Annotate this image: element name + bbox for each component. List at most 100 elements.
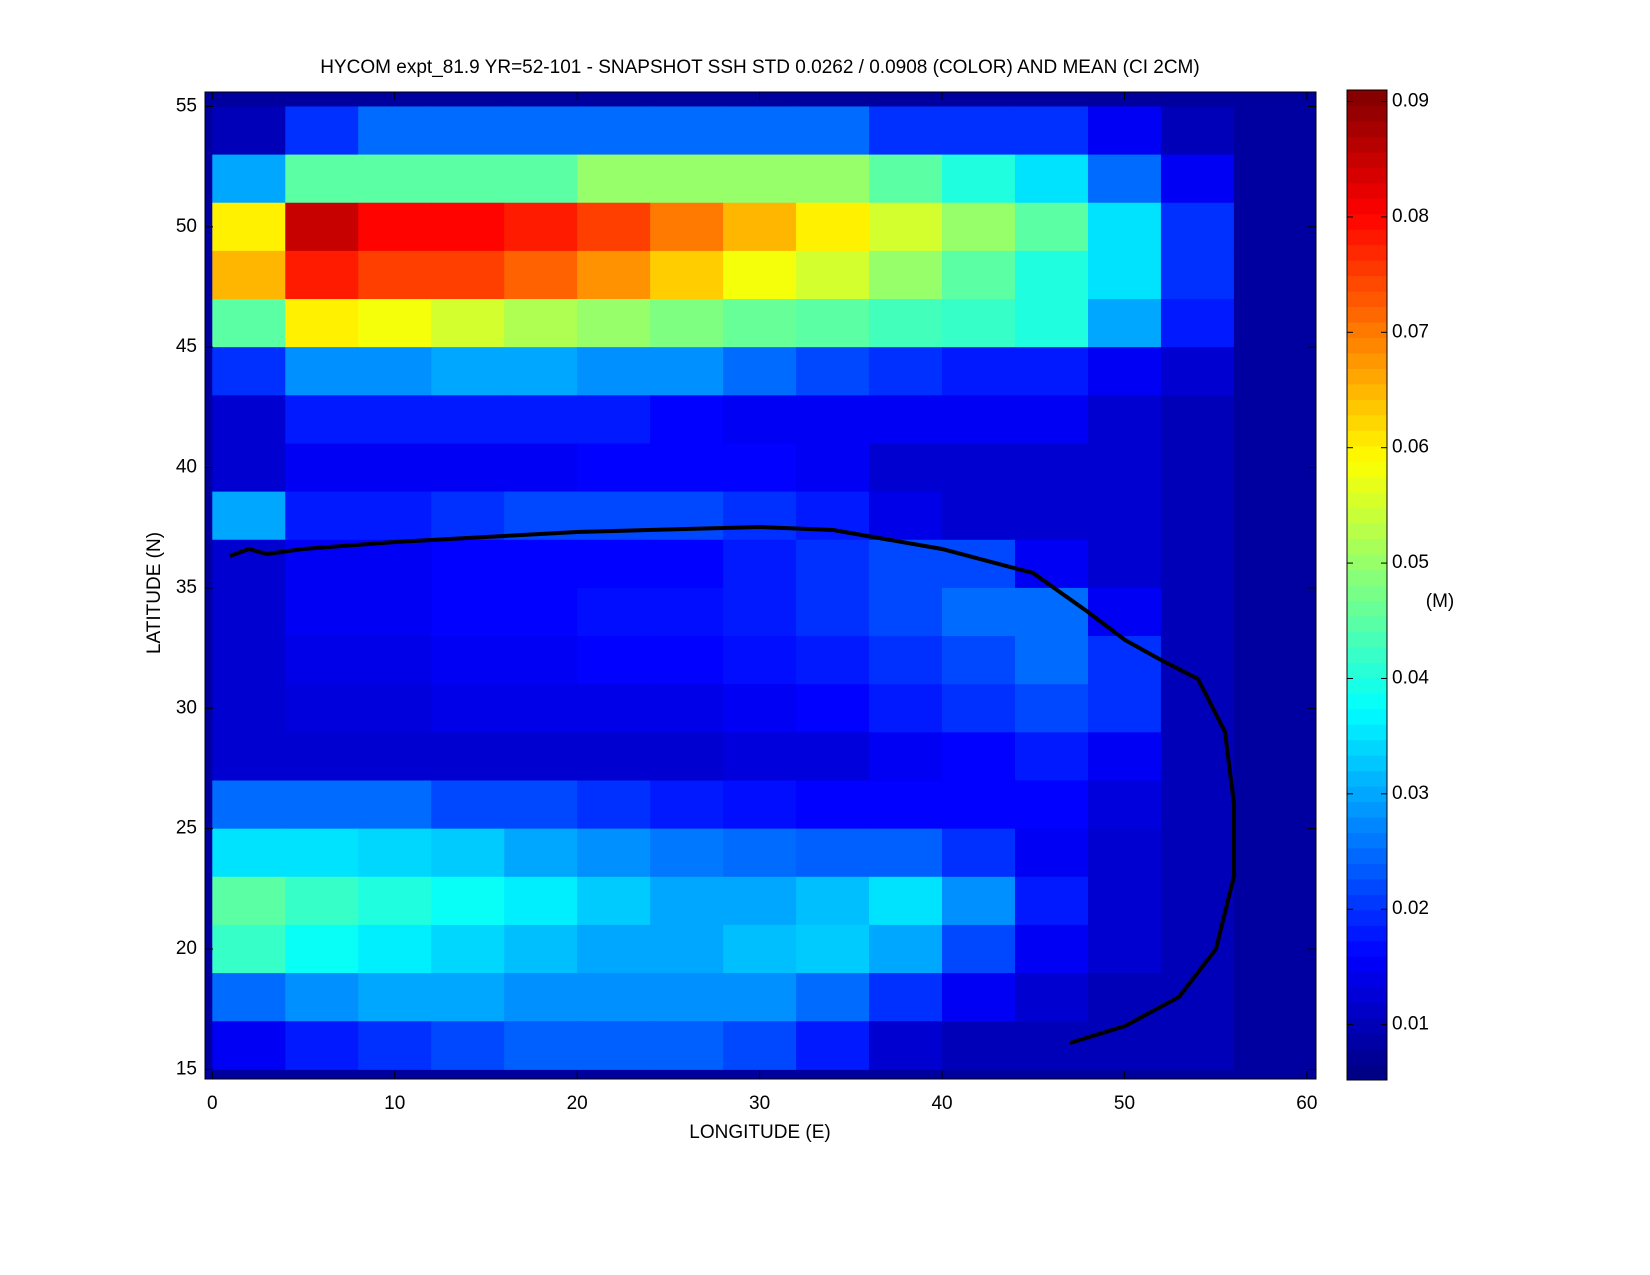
heatmap-cell xyxy=(504,1021,578,1070)
heatmap-cell xyxy=(358,202,432,252)
heatmap-cell xyxy=(285,250,359,300)
heatmap-cell xyxy=(1087,491,1162,541)
heatmap-cell xyxy=(869,106,943,156)
heatmap-cell xyxy=(358,443,432,493)
colorbar-swatch xyxy=(1347,770,1387,787)
chart-title: HYCOM expt_81.9 YR=52-101 - SNAPSHOT SSH… xyxy=(320,57,1199,78)
heatmap-cell xyxy=(1087,443,1162,493)
heatmap-cell xyxy=(504,202,578,252)
heatmap-cell xyxy=(942,443,1016,493)
heatmap-cell xyxy=(577,395,651,444)
heatmap-cell xyxy=(577,250,651,300)
heatmap-cell xyxy=(1087,732,1162,781)
colorbar-tick-label: 0.07 xyxy=(1392,321,1429,342)
heatmap-cell xyxy=(1014,924,1089,974)
heatmap-cell xyxy=(869,299,943,348)
heatmap-cell xyxy=(1014,828,1089,878)
heatmap-cell xyxy=(431,828,505,878)
heatmap-cell xyxy=(358,587,432,637)
colorbar-swatch xyxy=(1347,847,1387,864)
heatmap-cell xyxy=(212,202,286,252)
zero-contour xyxy=(229,524,1236,1045)
heatmap-cell xyxy=(869,491,943,541)
heatmap-cell xyxy=(1087,395,1162,444)
heatmap-cell xyxy=(212,106,286,156)
colorbar-swatch xyxy=(1347,677,1387,694)
heatmap-cell xyxy=(1014,299,1089,348)
heatmap-cell xyxy=(504,924,578,974)
heatmap-cell xyxy=(1160,539,1235,589)
heatmap-cell xyxy=(650,1021,724,1070)
heatmap-cell xyxy=(504,876,578,926)
heatmap-cell xyxy=(1233,587,1308,637)
colorbar-swatch xyxy=(1347,322,1387,338)
colorbar-swatch xyxy=(1347,801,1387,818)
heatmap-cell xyxy=(285,924,359,974)
heatmap-cell xyxy=(212,780,286,830)
colorbar-swatch xyxy=(1347,507,1387,524)
heatmap-cell xyxy=(285,395,359,444)
heatmap-cell xyxy=(942,684,1016,733)
heatmap-cell xyxy=(358,491,432,541)
colorbar-swatch xyxy=(1347,1064,1387,1081)
heatmap-cell xyxy=(1087,202,1162,252)
heatmap-cell xyxy=(650,106,724,156)
colorbar-swatch xyxy=(1347,414,1387,431)
colorbar-swatch xyxy=(1347,523,1387,540)
heatmap-cell xyxy=(1014,684,1089,733)
heatmap-cell xyxy=(577,106,651,156)
heatmap-cell xyxy=(431,154,505,204)
heatmap-cell xyxy=(285,636,359,685)
heatmap-cell xyxy=(1014,636,1089,685)
heatmap-cell xyxy=(212,491,286,541)
heatmap-cell xyxy=(358,395,432,444)
heatmap-cell xyxy=(577,780,651,830)
heatmap-cell xyxy=(504,154,578,204)
colorbar-swatch xyxy=(1347,213,1387,230)
heatmap-cell xyxy=(1233,395,1308,444)
heatmap-cell xyxy=(1233,299,1308,348)
heatmap-cell xyxy=(504,780,578,830)
heatmap-cell xyxy=(504,443,578,493)
heatmap-cell xyxy=(504,636,578,685)
heatmap-cell xyxy=(1233,250,1308,300)
colorbar-swatch xyxy=(1347,476,1387,493)
y-tick-label: 30 xyxy=(176,697,197,718)
heatmap-cell xyxy=(1233,924,1308,974)
heatmap-cell xyxy=(869,347,943,396)
colorbar-swatch xyxy=(1347,1018,1387,1035)
colorbar-swatch xyxy=(1347,615,1387,632)
heatmap-cell xyxy=(1087,106,1162,156)
heatmap-cell xyxy=(285,1021,359,1070)
heatmap-cell xyxy=(723,973,797,1022)
colorbar-tick-label: 0.02 xyxy=(1392,898,1429,919)
heatmap-cell xyxy=(1014,876,1089,926)
colorbar-swatch xyxy=(1347,662,1387,679)
heatmap-cell xyxy=(212,684,286,733)
heatmap-cell xyxy=(1233,1021,1308,1070)
heatmap-cell xyxy=(650,539,724,589)
heatmap-cell xyxy=(1014,780,1089,830)
heatmap-cell xyxy=(723,636,797,685)
heatmap-cell xyxy=(650,684,724,733)
heatmap-cell xyxy=(1087,924,1162,974)
heatmap-cell xyxy=(723,250,797,300)
heatmap-cell xyxy=(1087,250,1162,300)
heatmap-cell xyxy=(723,732,797,781)
heatmap-cell xyxy=(796,250,870,300)
heatmap-cell xyxy=(796,491,870,541)
heatmap-cell xyxy=(650,780,724,830)
heatmap-cell xyxy=(431,636,505,685)
heatmap-cell xyxy=(796,587,870,637)
colorbar-swatch xyxy=(1347,786,1387,803)
heatmap-cell xyxy=(577,684,651,733)
heatmap-cell xyxy=(1160,491,1235,541)
heatmap-cell xyxy=(577,636,651,685)
heatmap-cell xyxy=(1233,732,1308,781)
heatmap-cell xyxy=(723,539,797,589)
heatmap-cell xyxy=(285,347,359,396)
heatmap-cell xyxy=(796,732,870,781)
heatmap-cell xyxy=(869,395,943,444)
colorbar-swatch xyxy=(1347,739,1387,756)
heatmap-cell xyxy=(212,828,286,878)
